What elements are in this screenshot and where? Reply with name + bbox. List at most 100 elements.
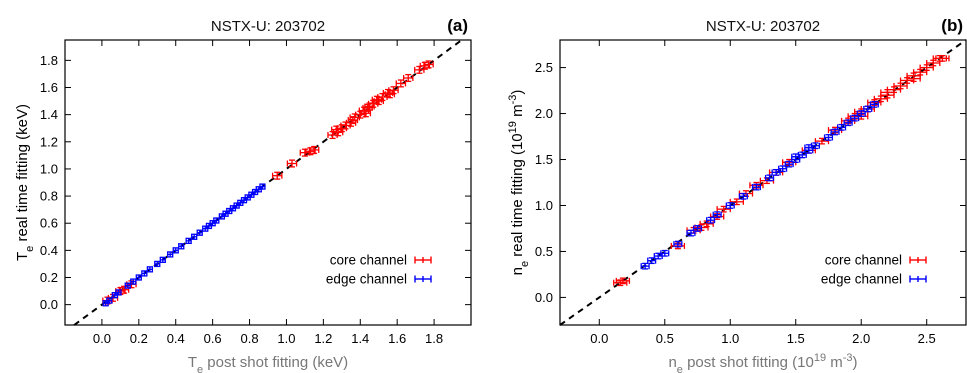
data-point: [699, 220, 714, 228]
x-tick-label: 1.6: [388, 331, 406, 346]
x-tick-label: 1.0: [277, 331, 295, 346]
legend-label: edge channel: [326, 272, 407, 287]
chart-title: NSTX-U: 203702: [706, 18, 820, 35]
y-tick-label: 0.0: [535, 290, 553, 305]
data-point: [935, 54, 950, 62]
y-tick-label: 1.0: [535, 198, 553, 213]
legend-symbol: [414, 275, 432, 283]
legend-symbol: [414, 256, 432, 264]
legend-label: edge channel: [821, 272, 902, 287]
y-tick-label: 1.0: [40, 161, 58, 176]
data-point: [141, 270, 148, 277]
data-point: [712, 211, 722, 219]
data-point: [286, 159, 298, 168]
y-tick-label: 0.0: [40, 297, 58, 312]
data-point: [146, 266, 154, 273]
legend-symbol: [909, 275, 927, 283]
data-point: [371, 95, 383, 104]
data-point: [130, 278, 137, 285]
legend: core channel edge channel: [821, 253, 927, 287]
y-tick-label: 1.6: [40, 80, 58, 95]
y-tick-label: 0.5: [535, 244, 553, 259]
data-point: [115, 289, 122, 296]
x-tick-label: 0.0: [590, 331, 608, 346]
data-point: [384, 90, 396, 99]
y-tick-label: 0.4: [40, 243, 58, 258]
edge-channel-series: [102, 183, 266, 307]
x-tick-label: 0.6: [204, 331, 222, 346]
panel-b: NSTX-U: 203702 (b) 0.0 0.5 1.0 1.5 2.0 2.5 0.0 0.…: [507, 16, 967, 373]
data-point: [869, 100, 879, 108]
x-tick-label: 0.4: [167, 331, 185, 346]
plot-frame: [64, 39, 472, 326]
y-tick-label: 2.5: [535, 60, 553, 75]
data-point: [716, 205, 731, 213]
data-point: [167, 251, 174, 258]
data-point: [880, 88, 895, 96]
data-point: [106, 297, 113, 304]
legend-symbol: [909, 256, 927, 264]
data-point: [738, 192, 748, 200]
data-point: [377, 92, 388, 102]
data-point: [388, 86, 399, 95]
data-point: [893, 82, 908, 90]
panel-label: (b): [941, 16, 963, 35]
legend-label: core channel: [825, 253, 902, 268]
data-point: [402, 73, 414, 83]
data-point: [124, 282, 131, 289]
data-point: [185, 237, 192, 245]
data-point: [172, 247, 179, 254]
y-axis-label: Te real time fitting (keV): [14, 104, 36, 261]
x-tick-label: 0.0: [93, 331, 111, 346]
y-tick-label: 2.0: [535, 106, 553, 121]
data-point: [615, 277, 631, 285]
data-point: [906, 75, 921, 83]
y-axis-label: ne real time fitting (1019 m-3): [507, 90, 531, 276]
x-tick-label: 0.2: [130, 331, 148, 346]
plot-frame: [559, 39, 967, 326]
y-tick-label: 1.4: [40, 107, 58, 122]
legend: core channel edge channel: [326, 253, 432, 287]
data-point: [159, 256, 166, 264]
data-point: [423, 60, 434, 69]
x-axis-label: Te post shot fitting (keV): [188, 354, 348, 373]
x-tick-label: 1.4: [351, 331, 369, 346]
x-tick-label: 0.8: [241, 331, 259, 346]
data-point: [660, 249, 670, 257]
x-tick-label: 2.0: [852, 331, 870, 346]
data-point: [692, 225, 703, 232]
legend-label: core channel: [330, 253, 407, 268]
data-point: [259, 183, 266, 190]
x-tick-label: 0.5: [656, 331, 674, 346]
edge-channel-series: [640, 100, 879, 270]
identity-line: [559, 39, 967, 326]
core-channel-series: [102, 60, 434, 305]
y-tick-label: 0.8: [40, 189, 58, 204]
panel-label: (a): [447, 16, 468, 35]
x-tick-label: 1.0: [721, 331, 739, 346]
data-point: [729, 198, 745, 206]
data-point: [791, 153, 801, 161]
data-point: [299, 148, 311, 157]
x-axis-label: ne post shot fitting (1019 m-3): [668, 352, 857, 373]
data-point: [367, 99, 379, 108]
data-point: [340, 121, 351, 130]
data-point: [154, 260, 161, 268]
data-point: [771, 168, 781, 176]
y-tick-label: 0.2: [40, 270, 58, 285]
data-point: [331, 125, 342, 134]
chart-title: NSTX-U: 203702: [211, 18, 325, 35]
x-tick-label: 2.5: [918, 331, 936, 346]
data-point: [308, 145, 320, 154]
data-point: [347, 116, 359, 125]
data-point: [414, 65, 425, 74]
data-point: [178, 243, 185, 250]
y-tick-label: 1.5: [535, 152, 553, 167]
data-point: [395, 79, 407, 88]
data-point: [213, 217, 220, 224]
data-point: [673, 240, 683, 248]
data-point: [196, 229, 203, 236]
x-tick-label: 1.8: [425, 331, 443, 346]
data-point: [804, 144, 814, 151]
